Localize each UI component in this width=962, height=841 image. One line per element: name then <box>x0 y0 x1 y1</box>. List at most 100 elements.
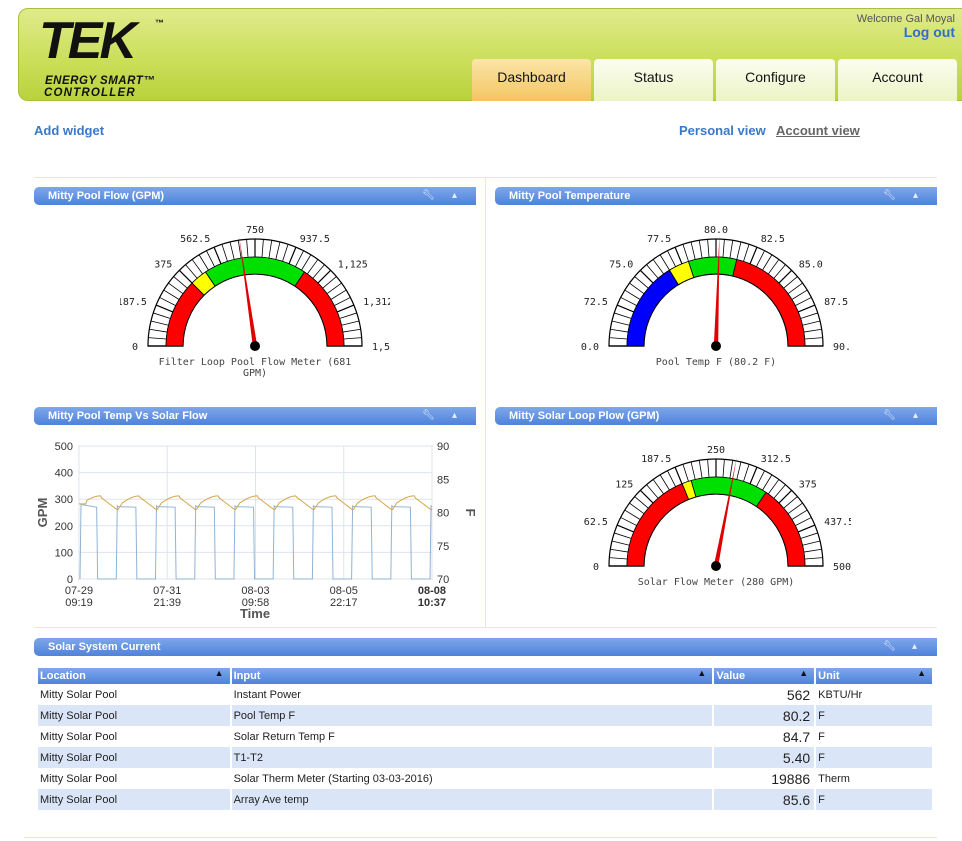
gauge-tick <box>339 312 357 319</box>
x-tick-date: 08-05 <box>330 585 358 597</box>
cell-location: Mitty Solar Pool <box>38 684 230 705</box>
table-row[interactable]: Mitty Solar Pool Solar Return Temp F 84.… <box>38 726 932 747</box>
gauge-tick-label: 250 <box>707 445 725 456</box>
gauge-tick <box>802 320 821 326</box>
account-view-link[interactable]: Account view <box>776 123 860 138</box>
x-tick-time: 09:58 <box>242 597 270 609</box>
tab-dashboard[interactable]: Dashboard <box>472 59 591 101</box>
gauge-tick <box>159 297 176 306</box>
y2-tick-label: 85 <box>437 474 449 486</box>
cell-value: 5.40 <box>714 747 815 768</box>
tab-configure[interactable]: Configure <box>716 59 835 101</box>
column-header-value[interactable]: Value ▲︎ <box>714 668 815 684</box>
collapse-icon[interactable]: ▴ <box>452 190 458 201</box>
x-tick-time: 22:17 <box>330 597 358 609</box>
cell-location: Mitty Solar Pool <box>38 768 230 789</box>
gauge-tick <box>237 240 242 259</box>
gauge-tick <box>334 297 351 306</box>
widget-title-solar-current[interactable]: Solar System Current 🔧︎ ▴ <box>34 638 937 656</box>
column-header-location[interactable]: Location ▲︎ <box>38 668 230 684</box>
table-row[interactable]: Mitty Solar Pool Solar Therm Meter (Star… <box>38 768 932 789</box>
gauge-tick <box>682 244 689 262</box>
cell-value: 19886 <box>714 768 815 789</box>
gauge-tick <box>803 548 822 553</box>
collapse-icon[interactable]: ▴ <box>452 410 458 421</box>
wrench-icon[interactable]: 🔧︎ <box>883 190 896 201</box>
gauge-tick <box>787 282 803 295</box>
widget-title-temp-vs-flow[interactable]: Mitty Pool Temp Vs Solar Flow 🔧︎ ▴ <box>34 407 476 425</box>
cell-location: Mitty Solar Pool <box>38 726 230 747</box>
wrench-icon[interactable]: 🔧︎ <box>883 641 896 652</box>
gauge-hub <box>711 341 721 351</box>
wrench-icon[interactable]: 🔧︎ <box>422 410 435 421</box>
sort-icon[interactable]: ▲︎ <box>917 668 926 678</box>
gauge-needle <box>713 235 720 347</box>
gauge-tick <box>342 328 361 333</box>
app-header: TEK ™ ENERGY SMART™ CONTROLLER Welcome G… <box>18 8 962 101</box>
sort-icon[interactable]: ▲︎ <box>214 668 224 678</box>
y-tick-label: 100 <box>55 547 73 559</box>
gauge-tick <box>322 276 337 289</box>
wrench-icon[interactable]: 🔧︎ <box>883 410 896 421</box>
cell-value: 562 <box>714 684 815 705</box>
gauge-tick <box>756 470 765 487</box>
widget-title-solar-flow[interactable]: Mitty Solar Loop Plow (GPM) 🔧︎ ▴ <box>495 407 937 425</box>
gauge-tick-label: 85.0 <box>799 259 823 270</box>
gauge-tick <box>795 517 812 526</box>
y-axis-label: GPM <box>35 498 50 528</box>
table-row[interactable]: Mitty Solar Pool T1-T2 5.40 F <box>38 747 932 768</box>
x-tick-date: 07-31 <box>153 585 181 597</box>
personal-view-link[interactable]: Personal view <box>679 123 766 138</box>
cell-unit: Therm <box>816 768 932 789</box>
collapse-icon[interactable]: ▴ <box>912 641 918 652</box>
gauge-tick <box>659 254 670 271</box>
cell-location: Mitty Solar Pool <box>38 705 230 726</box>
gauge-tick-label: 312.5 <box>761 454 791 465</box>
cell-location: Mitty Solar Pool <box>38 747 230 768</box>
gauge-tick-label: 62.5 <box>584 517 608 528</box>
logo-wordmark: TEK <box>39 12 137 70</box>
gauge-tick <box>791 509 808 520</box>
cell-unit: F <box>816 705 932 726</box>
gauge-tick <box>698 240 703 259</box>
table-row[interactable]: Mitty Solar Pool Array Ave temp 85.6 F <box>38 789 932 810</box>
cell-location: Mitty Solar Pool <box>38 789 230 810</box>
gauge-tick <box>312 264 325 279</box>
logout-link[interactable]: Log out <box>903 24 955 40</box>
gauge-tick <box>690 241 696 260</box>
gauge-tick <box>783 496 798 509</box>
column-header-unit[interactable]: Unit ▲︎ <box>816 668 932 684</box>
add-widget-link[interactable]: Add widget <box>34 123 105 138</box>
gauge-tick <box>624 289 641 300</box>
welcome-text: Welcome Gal Moyal <box>856 13 955 25</box>
widget-title-pool-flow[interactable]: Mitty Pool Flow (GPM) 🔧︎ ▴ <box>34 187 476 205</box>
y-tick-label: 0 <box>67 574 73 586</box>
tab-account[interactable]: Account <box>838 59 957 101</box>
gauge-tick <box>624 509 641 520</box>
collapse-icon[interactable]: ▴ <box>913 410 919 421</box>
wrench-icon[interactable]: 🔧︎ <box>422 190 435 201</box>
gauge-tick <box>756 250 765 267</box>
sort-icon[interactable]: ▲︎ <box>799 668 809 678</box>
sort-icon[interactable]: ▲︎ <box>697 668 707 678</box>
cell-input: Solar Return Temp F <box>231 726 713 747</box>
gauge-tick-label: 80.0 <box>704 225 728 236</box>
cell-unit: F <box>816 789 932 810</box>
gauge-tick <box>729 460 734 479</box>
column-header-input[interactable]: Input ▲︎ <box>231 668 713 684</box>
widget-title-text: Solar System Current <box>48 641 161 653</box>
gauge-tick <box>795 297 812 306</box>
tab-status[interactable]: Status <box>594 59 713 101</box>
collapse-icon[interactable]: ▴ <box>913 190 919 201</box>
x-axis-label: Time <box>240 606 270 621</box>
gauge-tick <box>246 239 249 258</box>
gauge-tick <box>736 461 742 480</box>
table-row[interactable]: Mitty Solar Pool Pool Temp F 80.2 F <box>38 705 932 726</box>
gauge-tick <box>163 289 180 300</box>
widget-title-pool-temp[interactable]: Mitty Pool Temperature 🔧︎ ▴ <box>495 187 937 205</box>
cell-value: 85.6 <box>714 789 815 810</box>
gauge-tick <box>743 244 750 262</box>
table-row[interactable]: Mitty Solar Pool Instant Power 562 KBTU/… <box>38 684 932 705</box>
tek-logo[interactable]: TEK ™ ENERGY SMART™ CONTROLLER <box>39 12 189 101</box>
gauge-tick <box>173 276 188 289</box>
